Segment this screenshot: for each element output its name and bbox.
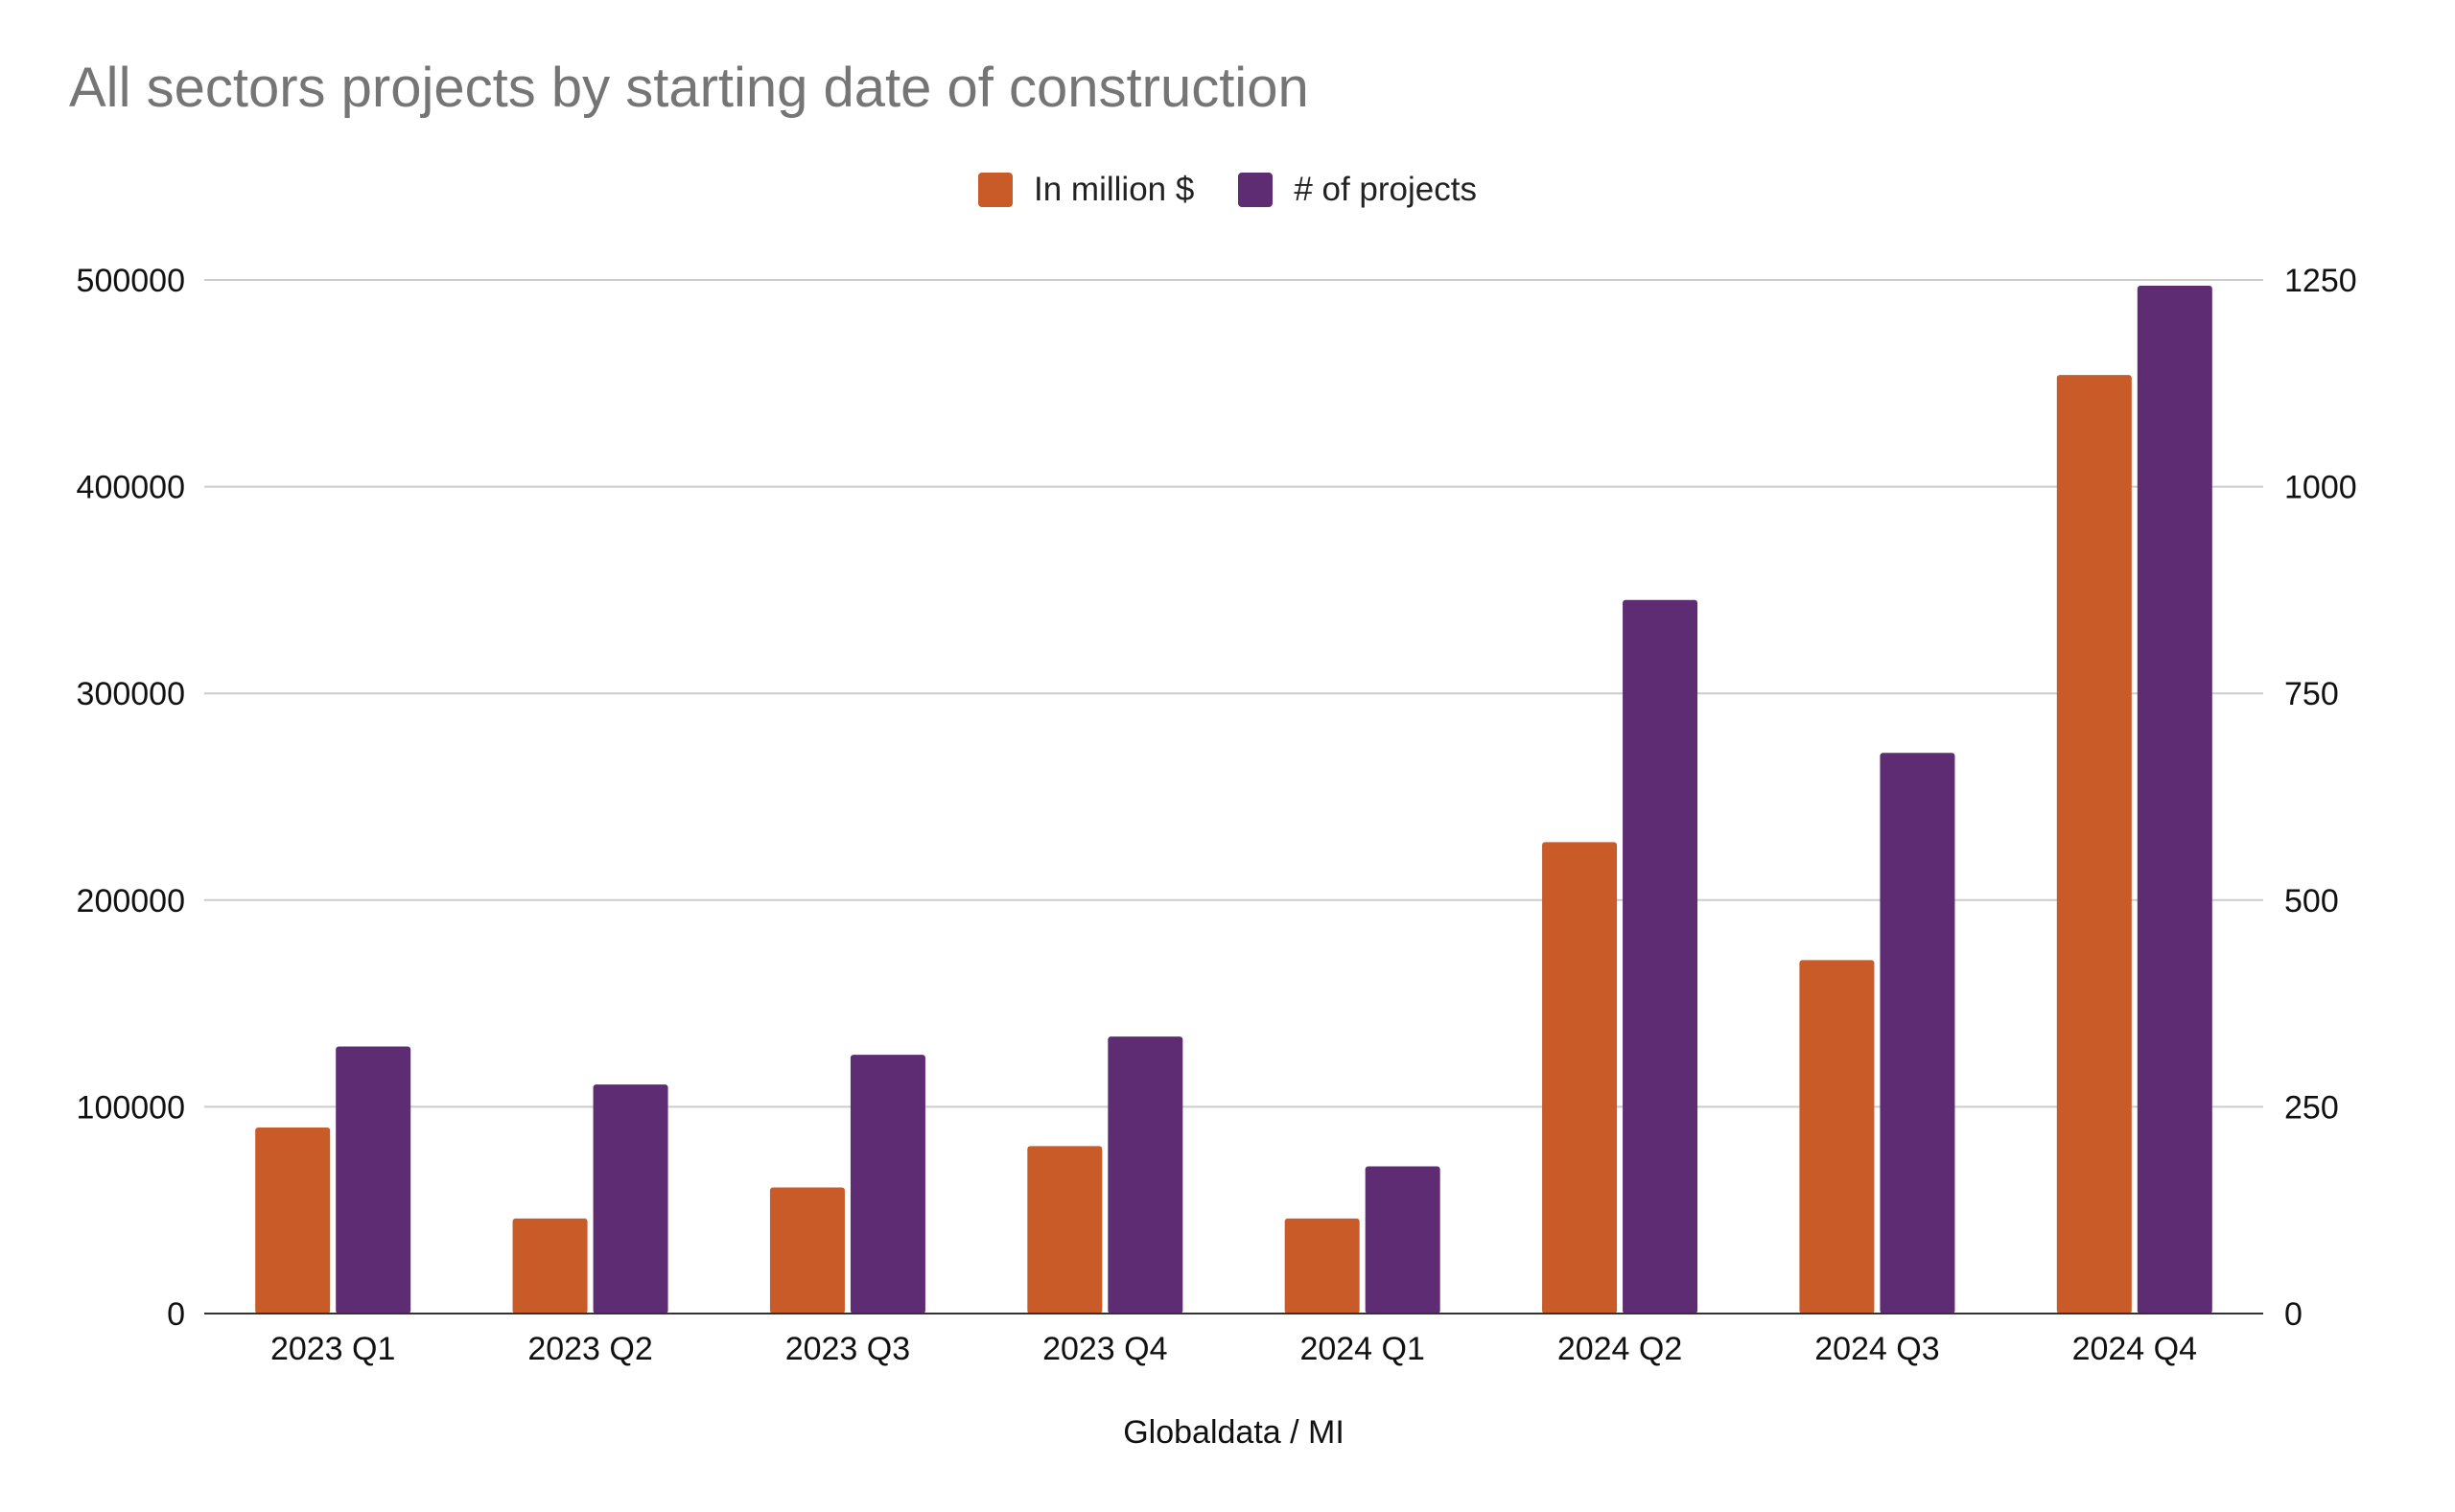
- bar-projects: [336, 1046, 411, 1314]
- legend-swatch-projects: [1238, 173, 1274, 207]
- bar-projects: [1365, 1166, 1440, 1314]
- bar-projects: [1880, 753, 1955, 1314]
- bar-projects: [2137, 286, 2212, 1314]
- y-tick-label-right: 500: [2284, 883, 2339, 919]
- x-tick-label: 2023 Q3: [785, 1331, 910, 1367]
- x-tick-label: 2024 Q4: [2072, 1331, 2197, 1367]
- x-axis-label: Globaldata / MI: [1123, 1414, 1344, 1451]
- x-tick-label: 2024 Q1: [1299, 1331, 1424, 1367]
- bar-million: [255, 1127, 331, 1314]
- bar-projects: [593, 1084, 668, 1314]
- bar-million: [1542, 842, 1618, 1314]
- y-tick-label-left: 500000: [77, 263, 185, 299]
- legend-label-million: In million $: [1034, 171, 1195, 208]
- bar-million: [2056, 375, 2132, 1314]
- bar-projects: [1623, 599, 1698, 1314]
- legend-swatch-million: [978, 173, 1014, 207]
- legend-label-projects: # of projects: [1294, 171, 1477, 208]
- y-tick-label-left: 400000: [77, 470, 185, 506]
- y-tick-label-right: 0: [2284, 1296, 2303, 1333]
- y-tick-label-left: 300000: [77, 676, 185, 712]
- y-tick-label-left: 0: [167, 1296, 185, 1333]
- bar-projects: [1108, 1036, 1183, 1314]
- bar-million: [769, 1187, 845, 1314]
- bar-million: [1284, 1218, 1360, 1314]
- bar-million: [1799, 960, 1875, 1314]
- y-tick-label-right: 1000: [2284, 470, 2357, 506]
- y-tick-label-right: 750: [2284, 676, 2339, 712]
- legend: In million $ # of projects: [0, 171, 2455, 209]
- x-tick-label: 2024 Q2: [1557, 1331, 1682, 1367]
- x-tick-label: 2024 Q3: [1814, 1331, 1939, 1367]
- y-tick-label-left: 100000: [77, 1089, 185, 1126]
- y-tick-label-right: 1250: [2284, 263, 2357, 299]
- y-tick-label-left: 200000: [77, 883, 185, 919]
- y-tick-label-right: 250: [2284, 1089, 2339, 1126]
- legend-item-projects: # of projects: [1238, 171, 1477, 209]
- bar-million: [512, 1218, 588, 1314]
- bar-projects: [850, 1055, 925, 1314]
- legend-item-million: In million $: [978, 171, 1194, 209]
- x-tick-label: 2023 Q4: [1042, 1331, 1167, 1367]
- bar-million: [1027, 1146, 1103, 1314]
- chart-title: All sectors projects by starting date of…: [69, 57, 1309, 119]
- x-tick-label: 2023 Q1: [270, 1331, 395, 1367]
- x-tick-label: 2023 Q2: [527, 1331, 652, 1367]
